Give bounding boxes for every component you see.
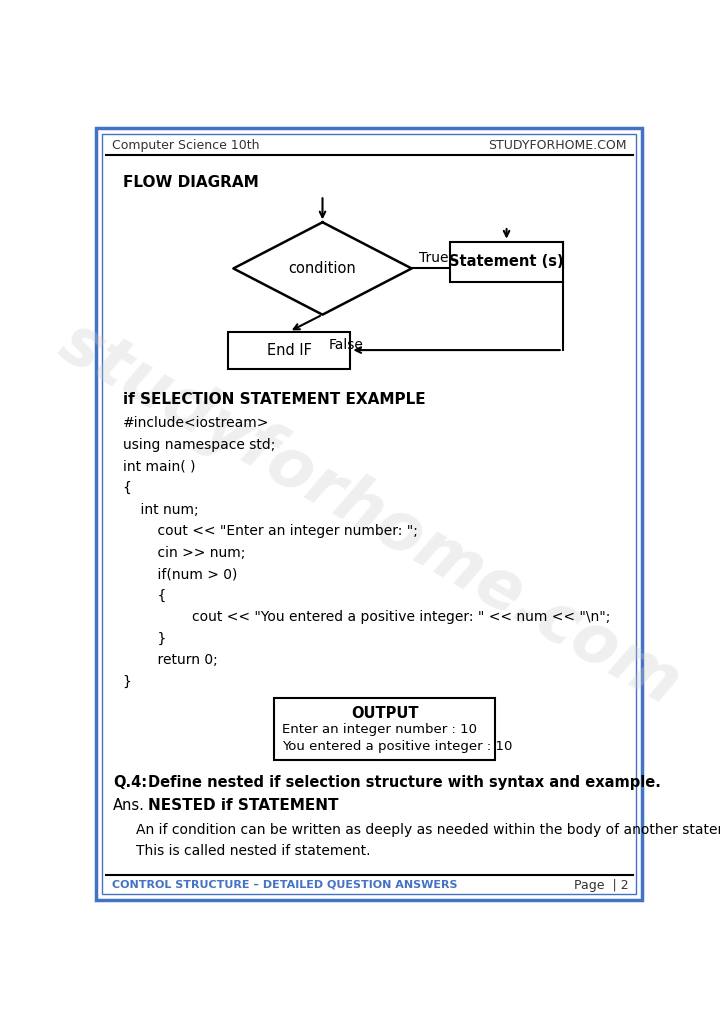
Bar (228, 332, 351, 369)
Text: #include<iostream>: #include<iostream> (122, 416, 269, 431)
Text: CONTROL STRUCTURE – DETAILED QUESTION ANSWERS: CONTROL STRUCTURE – DETAILED QUESTION AN… (112, 880, 457, 889)
Text: False: False (329, 338, 364, 352)
Text: This is called nested if statement.: This is called nested if statement. (137, 844, 371, 858)
Text: }: } (122, 675, 132, 689)
Text: True: True (419, 250, 449, 265)
Text: cin >> num;: cin >> num; (140, 546, 245, 560)
Text: Statement (s): Statement (s) (449, 254, 564, 269)
Text: Enter an integer number : 10: Enter an integer number : 10 (282, 723, 477, 736)
Text: OUTPUT: OUTPUT (351, 705, 418, 721)
Text: int main( ): int main( ) (122, 459, 195, 473)
Text: cout << "You entered a positive integer: " << num << "\n";: cout << "You entered a positive integer:… (157, 611, 610, 624)
Text: Page  | 2: Page | 2 (574, 880, 629, 892)
Text: Q.4:: Q.4: (113, 775, 148, 790)
Text: An if condition can be written as deeply as needed within the body of another st: An if condition can be written as deeply… (137, 823, 720, 837)
Text: End IF: End IF (266, 343, 312, 357)
Text: STUDYFORHOME.COM: STUDYFORHOME.COM (488, 139, 626, 152)
Text: FLOW DIAGRAM: FLOW DIAGRAM (122, 174, 258, 189)
Text: {: { (122, 480, 132, 495)
Text: Ans.: Ans. (113, 798, 145, 813)
Text: if SELECTION STATEMENT EXAMPLE: if SELECTION STATEMENT EXAMPLE (122, 392, 426, 406)
Text: }: } (140, 632, 166, 645)
Text: if(num > 0): if(num > 0) (140, 567, 237, 581)
Text: cout << "Enter an integer number: ";: cout << "Enter an integer number: "; (140, 524, 418, 539)
Text: Computer Science 10th: Computer Science 10th (112, 139, 259, 152)
Text: return 0;: return 0; (140, 654, 217, 668)
Text: NESTED if STATEMENT: NESTED if STATEMENT (148, 798, 338, 813)
Bar (274, 698, 495, 759)
Text: condition: condition (289, 261, 356, 276)
Text: int num;: int num; (122, 503, 198, 516)
Text: Define nested if selection structure with syntax and example.: Define nested if selection structure wit… (148, 775, 661, 790)
Bar (451, 241, 563, 282)
Text: You entered a positive integer : 10: You entered a positive integer : 10 (282, 740, 513, 752)
Text: studyforhome.com: studyforhome.com (47, 308, 691, 720)
Text: using namespace std;: using namespace std; (122, 438, 275, 452)
Text: {: { (140, 588, 166, 603)
